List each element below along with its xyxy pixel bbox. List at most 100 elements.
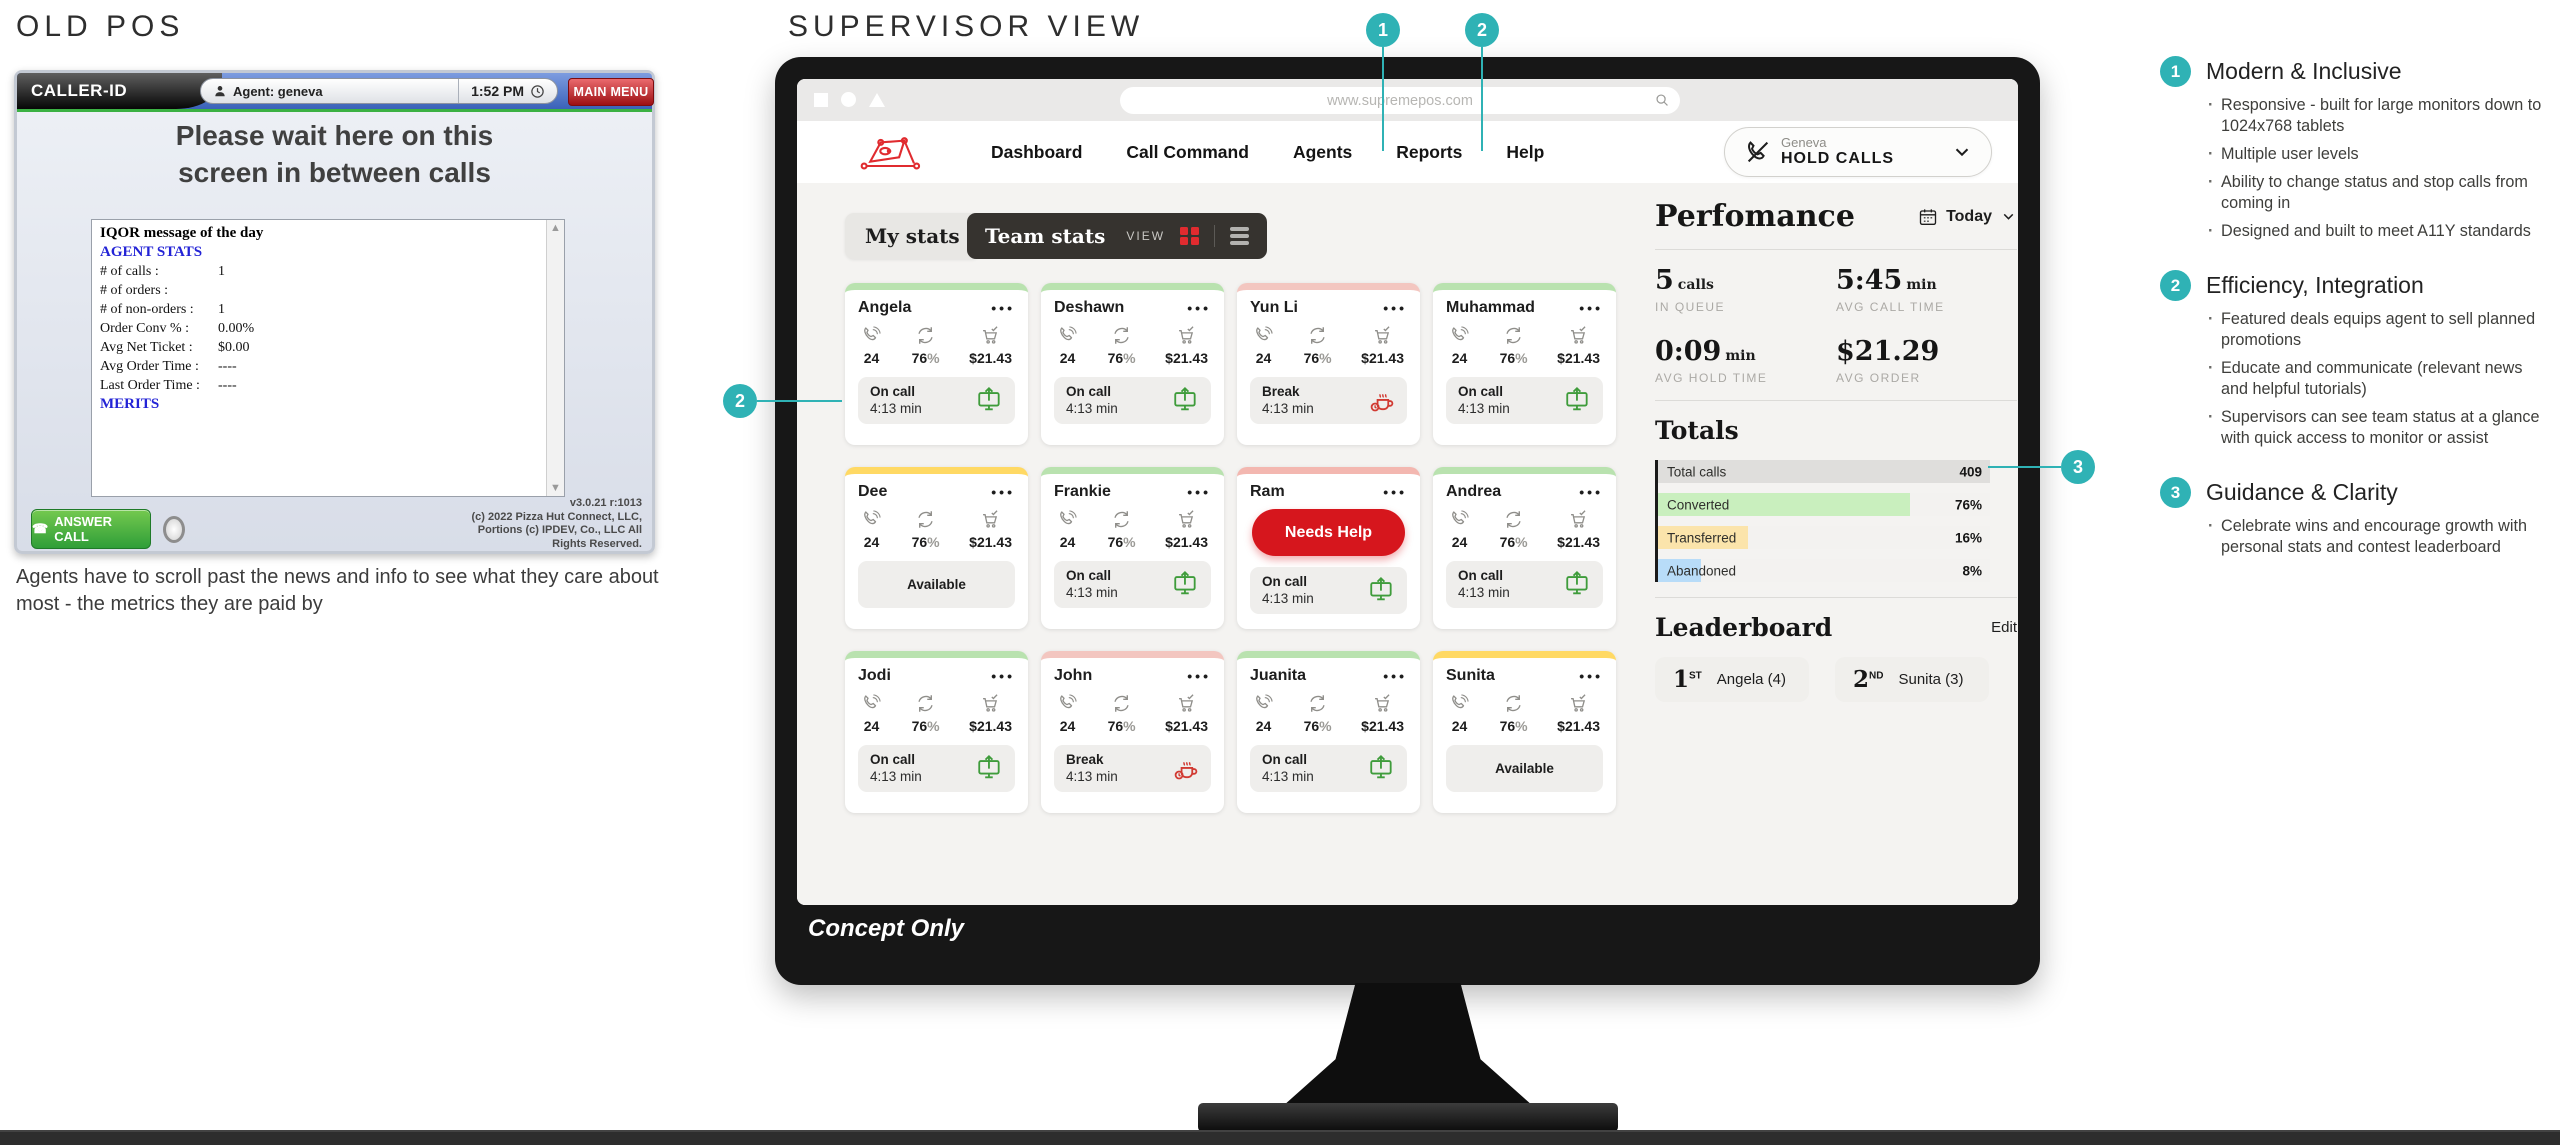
nav-item[interactable]: Help [1506, 141, 1545, 162]
status-action[interactable] [976, 385, 1003, 417]
cart-icon [1178, 510, 1194, 528]
card-menu-button[interactable]: ••• [1187, 668, 1211, 684]
window-circle-icon[interactable] [841, 92, 856, 107]
agent-stat-line: # of non-orders : 1 [100, 300, 540, 319]
leaderboard-entries: 1ST Angela (4) 2ND Sunita (3) [1655, 657, 2017, 702]
card-menu-button[interactable]: ••• [1383, 484, 1407, 500]
screen-share-icon[interactable] [1564, 569, 1591, 596]
answer-call-button[interactable]: ☎ ANSWER CALL [31, 509, 151, 549]
card-menu-button[interactable]: ••• [991, 668, 1015, 684]
annotation-bullets: Celebrate wins and encourage growth with… [2206, 516, 2542, 558]
status-action[interactable] [1368, 753, 1395, 785]
status-duration: 4:13 min [870, 769, 922, 784]
agent-indicator: Agent: geneva [201, 84, 458, 99]
tab-my-stats[interactable]: My stats [845, 213, 980, 259]
screen-share-icon[interactable] [976, 753, 1003, 780]
nav-item[interactable]: Reports [1396, 141, 1463, 162]
scroll-down-arrow[interactable]: ▼ [550, 482, 561, 494]
callout-line [757, 400, 842, 402]
address-bar[interactable]: www.supremepos.com [1120, 87, 1680, 114]
agent-card: Dee ••• 24 76% $21.43 Needs Help Availab… [845, 467, 1028, 629]
nav-item[interactable]: Agents [1292, 141, 1353, 162]
card-menu-button[interactable]: ••• [1383, 300, 1407, 316]
totals-bar-label: Abandoned [1667, 563, 1737, 578]
calls-value: 24 [1059, 534, 1076, 550]
card-menu-button[interactable]: ••• [1579, 300, 1603, 316]
status-action[interactable] [1368, 575, 1395, 607]
performance-stats: 5 calls IN QUEUE 5:45 min AVG CALL TIME 0:… [1655, 265, 2017, 385]
agent-name: John [1054, 667, 1093, 684]
totals-bar-label: Total calls [1667, 464, 1727, 479]
status-action[interactable] [1172, 385, 1199, 417]
callout-2-team-cards: 2 [723, 384, 757, 418]
totals-bar: Converted 76% [1658, 493, 1990, 516]
callout-2-help: 2 [1465, 13, 1499, 47]
agent-cards-grid: Angela ••• 24 76% $21.43 Needs Help On c… [845, 283, 1616, 813]
avg-order-stat: $21.43 [1165, 693, 1208, 734]
card-menu-button[interactable]: ••• [1383, 668, 1407, 684]
calls-stat: 24 [1057, 325, 1078, 366]
date-range-dropdown[interactable]: Today [1918, 207, 2017, 227]
calls-stat: 24 [1449, 693, 1470, 734]
card-menu-button[interactable]: ••• [1579, 484, 1603, 500]
scroll-up-arrow[interactable]: ▲ [550, 222, 561, 234]
status-duration: 4:13 min [1458, 585, 1510, 600]
window-square-icon[interactable] [814, 92, 828, 107]
card-menu-button[interactable]: ••• [1187, 300, 1211, 316]
person-icon [215, 86, 225, 97]
agent-name: Yun Li [1250, 299, 1298, 316]
dashboard-content: My stats Team stats VIEW Angela ••• 24 [797, 183, 2018, 905]
card-menu-button[interactable]: ••• [991, 484, 1015, 500]
card-menu-button[interactable]: ••• [1187, 484, 1211, 500]
status-action[interactable] [1564, 385, 1591, 417]
status-action[interactable] [1172, 569, 1199, 601]
conversion-value: 76% [1303, 350, 1332, 366]
list-view-icon[interactable] [1229, 226, 1249, 246]
screen-share-icon[interactable] [976, 385, 1003, 412]
card-menu-button[interactable]: ••• [991, 300, 1015, 316]
avg-order-stat: $21.43 [1165, 509, 1208, 550]
status-action[interactable] [1368, 387, 1395, 414]
grid-view-icon[interactable] [1180, 226, 1199, 246]
nav-item[interactable]: Call Command [1126, 141, 1249, 162]
status-action[interactable] [1564, 569, 1591, 601]
scrollbar[interactable]: ▲ ▼ [546, 220, 564, 496]
leaderboard-edit-link[interactable]: Edit [1991, 619, 2017, 636]
window-triangle-icon[interactable] [869, 92, 885, 107]
main-menu-button[interactable]: MAIN MENU [568, 78, 654, 106]
status-ring-icon [163, 516, 185, 543]
agent-name: Dee [858, 483, 888, 500]
agent-card: Yun Li ••• 24 76% $21.43 Needs Help Brea… [1237, 283, 1420, 445]
stat-value: 5:45 [1836, 265, 1903, 296]
agent-status-bar: On call 4:13 min [1446, 377, 1603, 424]
conversion-value: 76% [1107, 350, 1136, 366]
screen-share-icon[interactable] [1172, 569, 1199, 596]
version-copyright: v3.0.21 r:1013 (c) 2022 Pizza Hut Connect… [471, 497, 642, 551]
card-menu-button[interactable]: ••• [1579, 668, 1603, 684]
annotation-title: Efficiency, Integration [2206, 272, 2424, 298]
screen-share-icon[interactable] [1368, 575, 1395, 602]
screen-share-icon[interactable] [1172, 385, 1199, 412]
calls-value: 24 [1451, 350, 1468, 366]
screen-share-icon[interactable] [1368, 753, 1395, 780]
agent-status-bar: On call 4:13 min [858, 745, 1015, 792]
search-icon[interactable] [1654, 92, 1671, 109]
needs-help-button[interactable]: Needs Help [1252, 509, 1405, 556]
agent-stats-row: 24 76% $21.43 [1446, 685, 1603, 745]
hold-calls-button[interactable]: Geneva HOLD CALLS [1724, 127, 1992, 177]
avg-order-value: $21.43 [1165, 718, 1208, 734]
status-duration: 4:13 min [1262, 591, 1314, 606]
stat-label: Order Conv % : [100, 321, 190, 336]
brand-logo-icon[interactable] [853, 131, 933, 173]
status-duration: 4:13 min [1066, 585, 1118, 600]
calls-value: 24 [1255, 350, 1272, 366]
status-action[interactable] [976, 753, 1003, 785]
calls-stat: 24 [861, 509, 882, 550]
nav-item[interactable]: Dashboard [991, 141, 1083, 162]
status-duration: 4:13 min [1066, 401, 1118, 416]
calls-value: 24 [863, 350, 880, 366]
tab-team-stats[interactable]: Team stats VIEW [967, 213, 1267, 259]
screen-share-icon[interactable] [1564, 385, 1591, 412]
status-action[interactable] [1172, 755, 1199, 782]
annotation-title: Guidance & Clarity [2206, 479, 2398, 505]
